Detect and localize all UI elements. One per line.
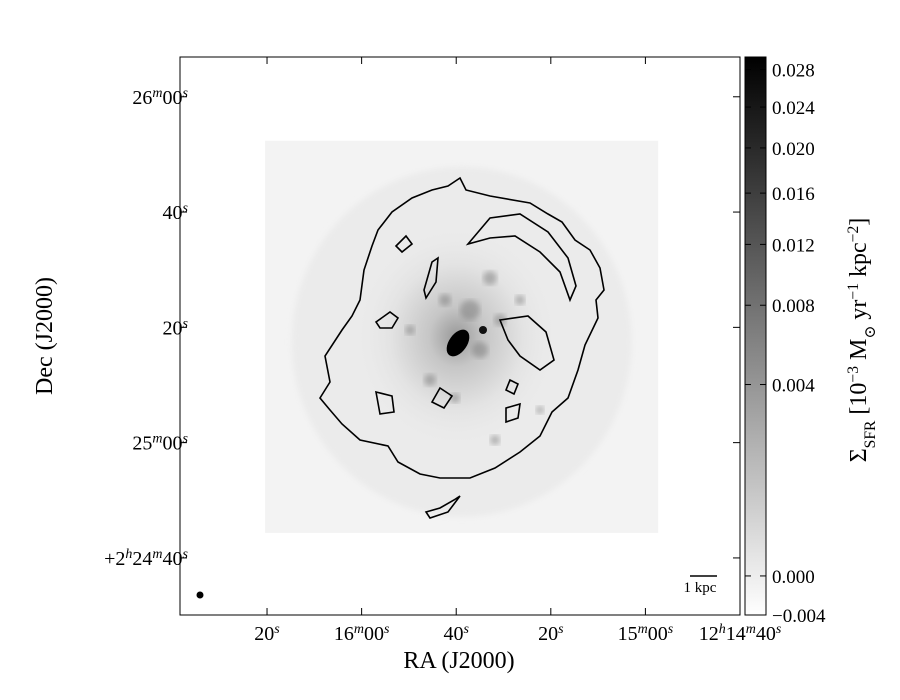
colorbar-label-part: SFR [862, 420, 879, 448]
colorbar-tick-label: 0.020 [772, 139, 815, 160]
contour [423, 256, 439, 301]
colorbar-tick-label: 0.016 [772, 184, 815, 205]
y-axis-label: Dec (J2000) [32, 277, 58, 395]
x-tick-label: 16m00s [334, 622, 390, 646]
emission-knot [483, 271, 497, 285]
contour [504, 378, 520, 396]
nucleus [446, 329, 470, 357]
colorbar-label-part: ] [846, 218, 872, 226]
contour [424, 495, 461, 519]
colorbar-label-part: Σ [846, 448, 872, 462]
colorbar-label-part: M [846, 339, 872, 366]
colorbar-tick-label: 0.008 [772, 296, 815, 317]
colorbar-tick-label: 0.000 [772, 567, 815, 588]
y-tick-label: 26m00s [132, 85, 188, 109]
y-tick-label: +2h24m40s [104, 546, 188, 570]
contour [505, 402, 521, 424]
scalebar-label: 1 kpc [684, 580, 717, 596]
emission-knot [424, 374, 436, 386]
contour [498, 315, 555, 371]
colorbar [744, 56, 767, 616]
colorbar-label-part: [10 [846, 383, 872, 421]
contour [394, 234, 414, 254]
emission-knot [536, 406, 544, 414]
x-tick-label: 20s [538, 622, 564, 646]
x-tick-label: 40s [443, 622, 469, 646]
y-tick-label: 25m00s [132, 431, 188, 455]
emission-knot [439, 294, 451, 306]
colorbar-tick-label: 0.004 [772, 376, 815, 397]
contour [374, 311, 400, 329]
emission-knot [405, 325, 415, 335]
colorbar-tick-label: 0.028 [772, 61, 815, 82]
emission-knot [490, 435, 500, 445]
contour [319, 176, 605, 479]
emission-knot [515, 295, 525, 305]
x-axis-label: RA (J2000) [403, 648, 514, 674]
axes-frame [179, 56, 741, 616]
contour [374, 390, 395, 415]
x-tick-label: 20s [254, 622, 280, 646]
colorbar-label-part: −1 [845, 283, 862, 300]
colorbar-tick-label: −0.004 [772, 606, 826, 627]
y-tick-label: 40s [163, 201, 189, 225]
contour [430, 386, 454, 410]
colorbar-tick-label: 0.024 [772, 98, 815, 119]
x-tick-label: 12h14m40s [699, 622, 782, 646]
colorbar-label-part: ⊙ [862, 326, 879, 339]
y-tick-label: 20s [163, 316, 189, 340]
beam [196, 591, 204, 599]
image-layer [265, 140, 659, 533]
nucleus-knot [479, 326, 487, 334]
colorbar-label-part: yr [846, 300, 872, 326]
colorbar-tick-label: 0.012 [772, 235, 815, 256]
colorbar-label-part: −3 [845, 366, 862, 383]
contour [465, 213, 577, 303]
colorbar-label-part: −2 [845, 226, 862, 243]
x-tick-label: 15m00s [618, 622, 674, 646]
emission-knot [472, 342, 488, 358]
colorbar-label: ΣSFR [10−3 M⊙ yr−1 kpc−2] [845, 218, 879, 463]
colorbar-label-part: kpc [846, 242, 872, 283]
emission-knot [460, 300, 480, 320]
